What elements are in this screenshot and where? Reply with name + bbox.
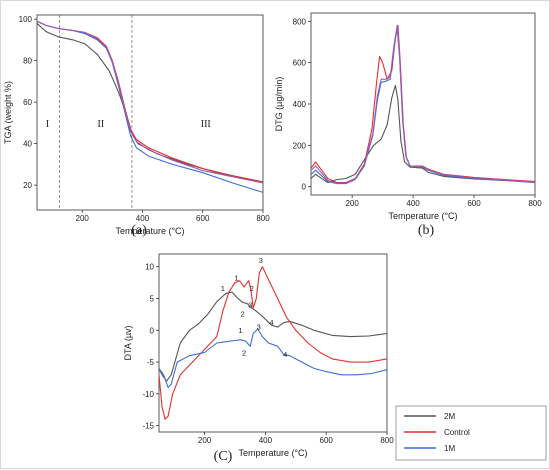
y-tick-label: -15	[142, 422, 154, 431]
series-line-4	[310, 24, 536, 184]
legend-label: 1M	[444, 444, 455, 453]
y-tick-label: -10	[142, 390, 154, 399]
y-tick-label: 5	[150, 295, 155, 304]
y-tick-label: 80	[23, 57, 32, 66]
series-line-1	[310, 84, 536, 184]
peak-annotation: 1	[238, 326, 242, 335]
series-line-2	[310, 24, 536, 184]
panel-label: (a)	[131, 223, 147, 238]
legend-label: Control	[444, 428, 470, 437]
x-tick-label: 600	[467, 199, 481, 208]
peak-annotation: 1	[221, 284, 225, 293]
y-tick-label: -5	[147, 358, 155, 367]
y-tick-label: 800	[293, 17, 307, 26]
peak-annotation: 2	[242, 349, 246, 358]
x-axis-label: Temperature (°C)	[238, 448, 307, 458]
y-tick-label: 0	[302, 183, 307, 192]
peak-annotation: 2	[250, 284, 254, 293]
peak-annotation: 3	[257, 323, 261, 332]
legend-box	[395, 405, 547, 461]
x-tick-label: 200	[345, 199, 359, 208]
x-axis-label: Temperature (°C)	[115, 226, 184, 236]
y-axis-label: DTG (µg/min)	[274, 77, 284, 132]
y-axis-label: DTA (µv)	[123, 325, 133, 360]
y-tick-label: 100	[19, 15, 33, 24]
series-line-3	[310, 26, 536, 185]
plot-frame	[36, 14, 264, 211]
x-tick-label: 400	[259, 436, 273, 445]
panel-label: (C)	[214, 449, 233, 464]
series-line-3	[36, 20, 264, 193]
panel-label: (b)	[418, 223, 435, 238]
series-line-1	[158, 291, 388, 382]
y-tick-label: 60	[23, 98, 32, 107]
series-line-2	[158, 266, 388, 420]
y-tick-label: 20	[23, 181, 32, 190]
x-tick-label: 600	[196, 214, 210, 223]
peak-annotation: 3	[248, 300, 252, 309]
peak-annotation: 1	[234, 274, 238, 283]
region-label: II	[98, 119, 105, 130]
plot-frame	[158, 253, 388, 433]
x-tick-label: 200	[198, 436, 212, 445]
chart-panel-2: 200 400 600 800 0 200 400 600 800 Temperature (°C…	[274, 12, 542, 238]
x-tick-label: 400	[136, 214, 150, 223]
x-tick-label: 800	[380, 436, 394, 445]
y-tick-label: 40	[23, 140, 32, 149]
chart-panel-1: 200 400 600 800 20 40 60 80 100 Temperature (°C) T…	[3, 14, 270, 238]
region-label: III	[201, 119, 211, 130]
peak-annotation: 3	[259, 256, 263, 265]
x-tick-label: 200	[76, 214, 90, 223]
series-line-3	[158, 328, 388, 389]
x-tick-label: 800	[528, 199, 542, 208]
peak-annotation: 4	[283, 350, 287, 359]
y-tick-label: 600	[293, 59, 307, 68]
x-tick-label: 600	[320, 436, 334, 445]
legend-label: 2M	[444, 412, 455, 421]
legend: 2M Control 1M	[395, 405, 547, 461]
y-tick-label: 400	[293, 100, 307, 109]
x-tick-label: 400	[406, 199, 420, 208]
peak-annotation: 4	[269, 318, 273, 327]
y-tick-label: 10	[145, 263, 154, 272]
x-axis-label: Temperature (°C)	[388, 211, 457, 221]
region-label: I	[46, 119, 49, 130]
series-line-2	[36, 20, 264, 183]
x-tick-label: 800	[256, 214, 270, 223]
series-line-4	[36, 20, 264, 184]
y-tick-label: 0	[150, 326, 155, 335]
chart-panel-3: 200 400 600 800 -15 -10 -5 0 5 10 Temperature (°C)…	[123, 253, 547, 464]
peak-annotation: 2	[241, 309, 245, 318]
series-line-1	[36, 22, 264, 183]
y-axis-label: TGA (weight %)	[3, 81, 13, 144]
y-tick-label: 200	[293, 141, 307, 150]
